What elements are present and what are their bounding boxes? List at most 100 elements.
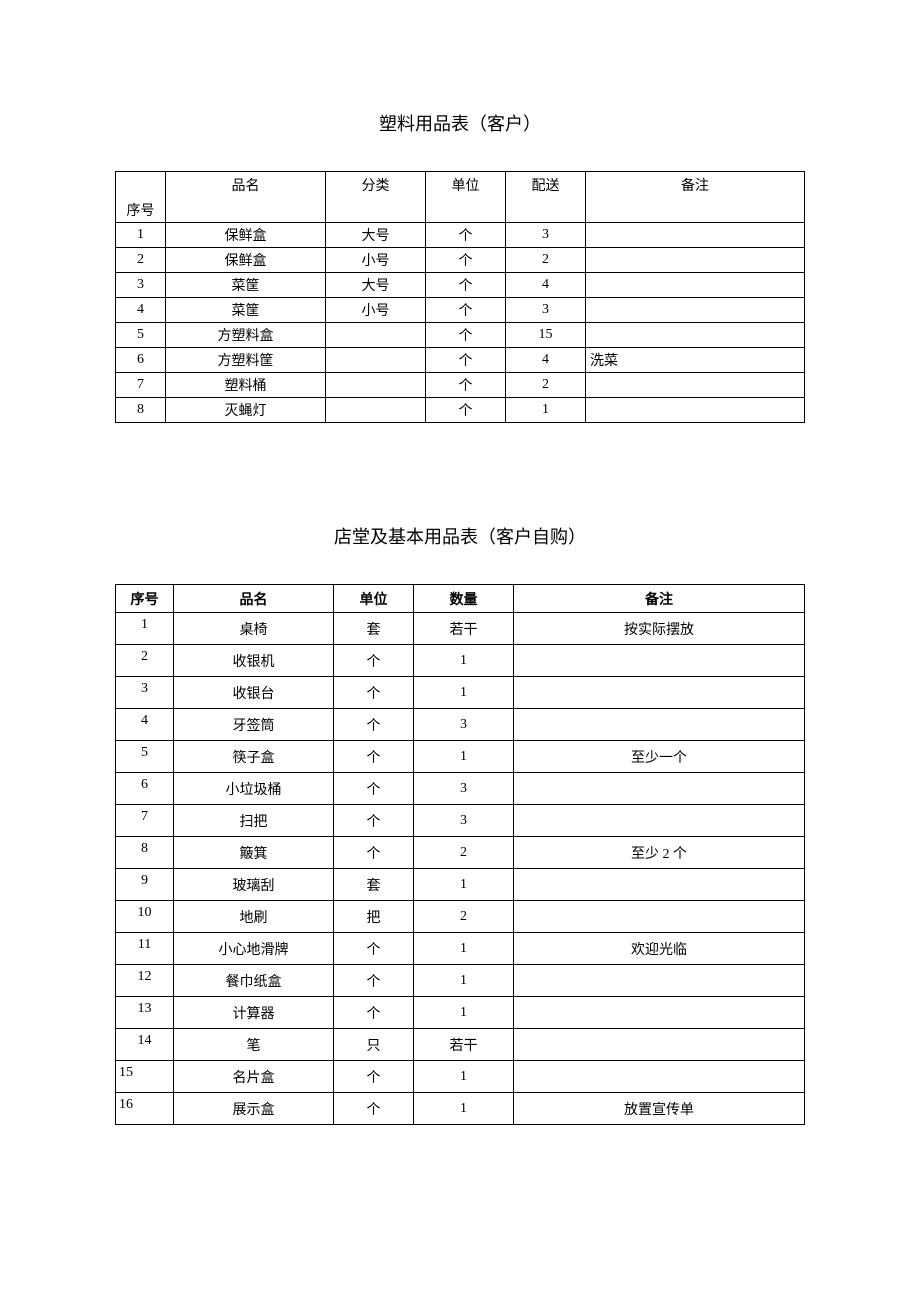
cell-qty: 1	[414, 677, 514, 709]
header-name: 品名	[174, 585, 334, 613]
cell-seq: 16	[116, 1093, 174, 1125]
cell-unit: 个	[426, 223, 506, 248]
header-qty: 数量	[414, 585, 514, 613]
cell-delivery: 2	[506, 248, 586, 273]
cell-unit: 套	[334, 613, 414, 645]
cell-unit: 个	[334, 805, 414, 837]
cell-note	[514, 773, 805, 805]
cell-name: 菜筐	[166, 273, 326, 298]
cell-seq: 12	[116, 965, 174, 997]
table-row: 6小垃圾桶个3	[116, 773, 805, 805]
cell-unit: 个	[334, 741, 414, 773]
cell-note	[514, 1061, 805, 1093]
cell-seq: 8	[116, 398, 166, 423]
cell-unit: 个	[426, 373, 506, 398]
cell-qty: 2	[414, 837, 514, 869]
cell-unit: 个	[426, 248, 506, 273]
table-row: 7扫把个3	[116, 805, 805, 837]
cell-name: 小心地滑牌	[174, 933, 334, 965]
cell-delivery: 4	[506, 273, 586, 298]
cell-seq: 4	[116, 709, 174, 741]
table-row: 2收银机个1	[116, 645, 805, 677]
cell-delivery: 4	[506, 348, 586, 373]
cell-name: 收银机	[174, 645, 334, 677]
cell-seq: 9	[116, 869, 174, 901]
cell-name: 扫把	[174, 805, 334, 837]
cell-name: 菜筐	[166, 298, 326, 323]
cell-category: 大号	[326, 223, 426, 248]
cell-name: 方塑料筐	[166, 348, 326, 373]
table-row: 3收银台个1	[116, 677, 805, 709]
header-blank	[426, 197, 506, 223]
cell-seq: 1	[116, 613, 174, 645]
cell-name: 簸箕	[174, 837, 334, 869]
cell-qty: 若干	[414, 613, 514, 645]
cell-seq: 13	[116, 997, 174, 1029]
cell-qty: 2	[414, 901, 514, 933]
header-delivery: 配送	[506, 172, 586, 198]
cell-unit: 把	[334, 901, 414, 933]
cell-seq: 7	[116, 373, 166, 398]
cell-qty: 1	[414, 1093, 514, 1125]
table-row: 14笔只若干	[116, 1029, 805, 1061]
cell-name: 保鲜盒	[166, 248, 326, 273]
cell-qty: 1	[414, 997, 514, 1029]
cell-category: 大号	[326, 273, 426, 298]
cell-note: 放置宣传单	[514, 1093, 805, 1125]
cell-qty: 若干	[414, 1029, 514, 1061]
cell-unit: 个	[334, 1093, 414, 1125]
cell-delivery: 3	[506, 298, 586, 323]
cell-name: 方塑料盒	[166, 323, 326, 348]
cell-name: 桌椅	[174, 613, 334, 645]
table-row: 6方塑料筐个4洗菜	[116, 348, 805, 373]
cell-qty: 1	[414, 869, 514, 901]
cell-seq: 7	[116, 805, 174, 837]
cell-seq: 6	[116, 773, 174, 805]
table-row: 8灭蝇灯个1	[116, 398, 805, 423]
cell-note	[586, 273, 805, 298]
cell-note	[514, 709, 805, 741]
cell-seq: 2	[116, 645, 174, 677]
cell-delivery: 1	[506, 398, 586, 423]
cell-qty: 3	[414, 805, 514, 837]
cell-unit: 个	[334, 1061, 414, 1093]
cell-name: 玻璃刮	[174, 869, 334, 901]
cell-category: 小号	[326, 248, 426, 273]
cell-note: 至少一个	[514, 741, 805, 773]
cell-name: 计算器	[174, 997, 334, 1029]
cell-name: 牙签筒	[174, 709, 334, 741]
table-row: 1保鲜盒大号个3	[116, 223, 805, 248]
table-row: 16展示盒个1放置宣传单	[116, 1093, 805, 1125]
cell-seq: 2	[116, 248, 166, 273]
header-seq-blank	[116, 172, 166, 198]
cell-note	[586, 398, 805, 423]
table1-header-row2: 序号	[116, 197, 805, 223]
header-seq: 序号	[116, 197, 166, 223]
header-note: 备注	[586, 172, 805, 198]
header-category: 分类	[326, 172, 426, 198]
cell-seq: 5	[116, 741, 174, 773]
cell-category: 小号	[326, 298, 426, 323]
header-blank	[166, 197, 326, 223]
header-blank	[506, 197, 586, 223]
cell-unit: 个	[334, 997, 414, 1029]
cell-qty: 1	[414, 1061, 514, 1093]
table-row: 3菜筐大号个4	[116, 273, 805, 298]
cell-qty: 1	[414, 965, 514, 997]
cell-category	[326, 348, 426, 373]
header-unit: 单位	[426, 172, 506, 198]
table-row: 13计算器个1	[116, 997, 805, 1029]
cell-unit: 个	[426, 273, 506, 298]
cell-unit: 个	[426, 398, 506, 423]
cell-unit: 个	[334, 677, 414, 709]
table-row: 7塑料桶个2	[116, 373, 805, 398]
header-unit: 单位	[334, 585, 414, 613]
table-row: 10地刷把2	[116, 901, 805, 933]
cell-name: 筷子盒	[174, 741, 334, 773]
table-row: 9玻璃刮套1	[116, 869, 805, 901]
cell-unit: 个	[334, 837, 414, 869]
cell-unit: 只	[334, 1029, 414, 1061]
cell-qty: 1	[414, 645, 514, 677]
cell-note	[586, 298, 805, 323]
cell-unit: 个	[426, 298, 506, 323]
